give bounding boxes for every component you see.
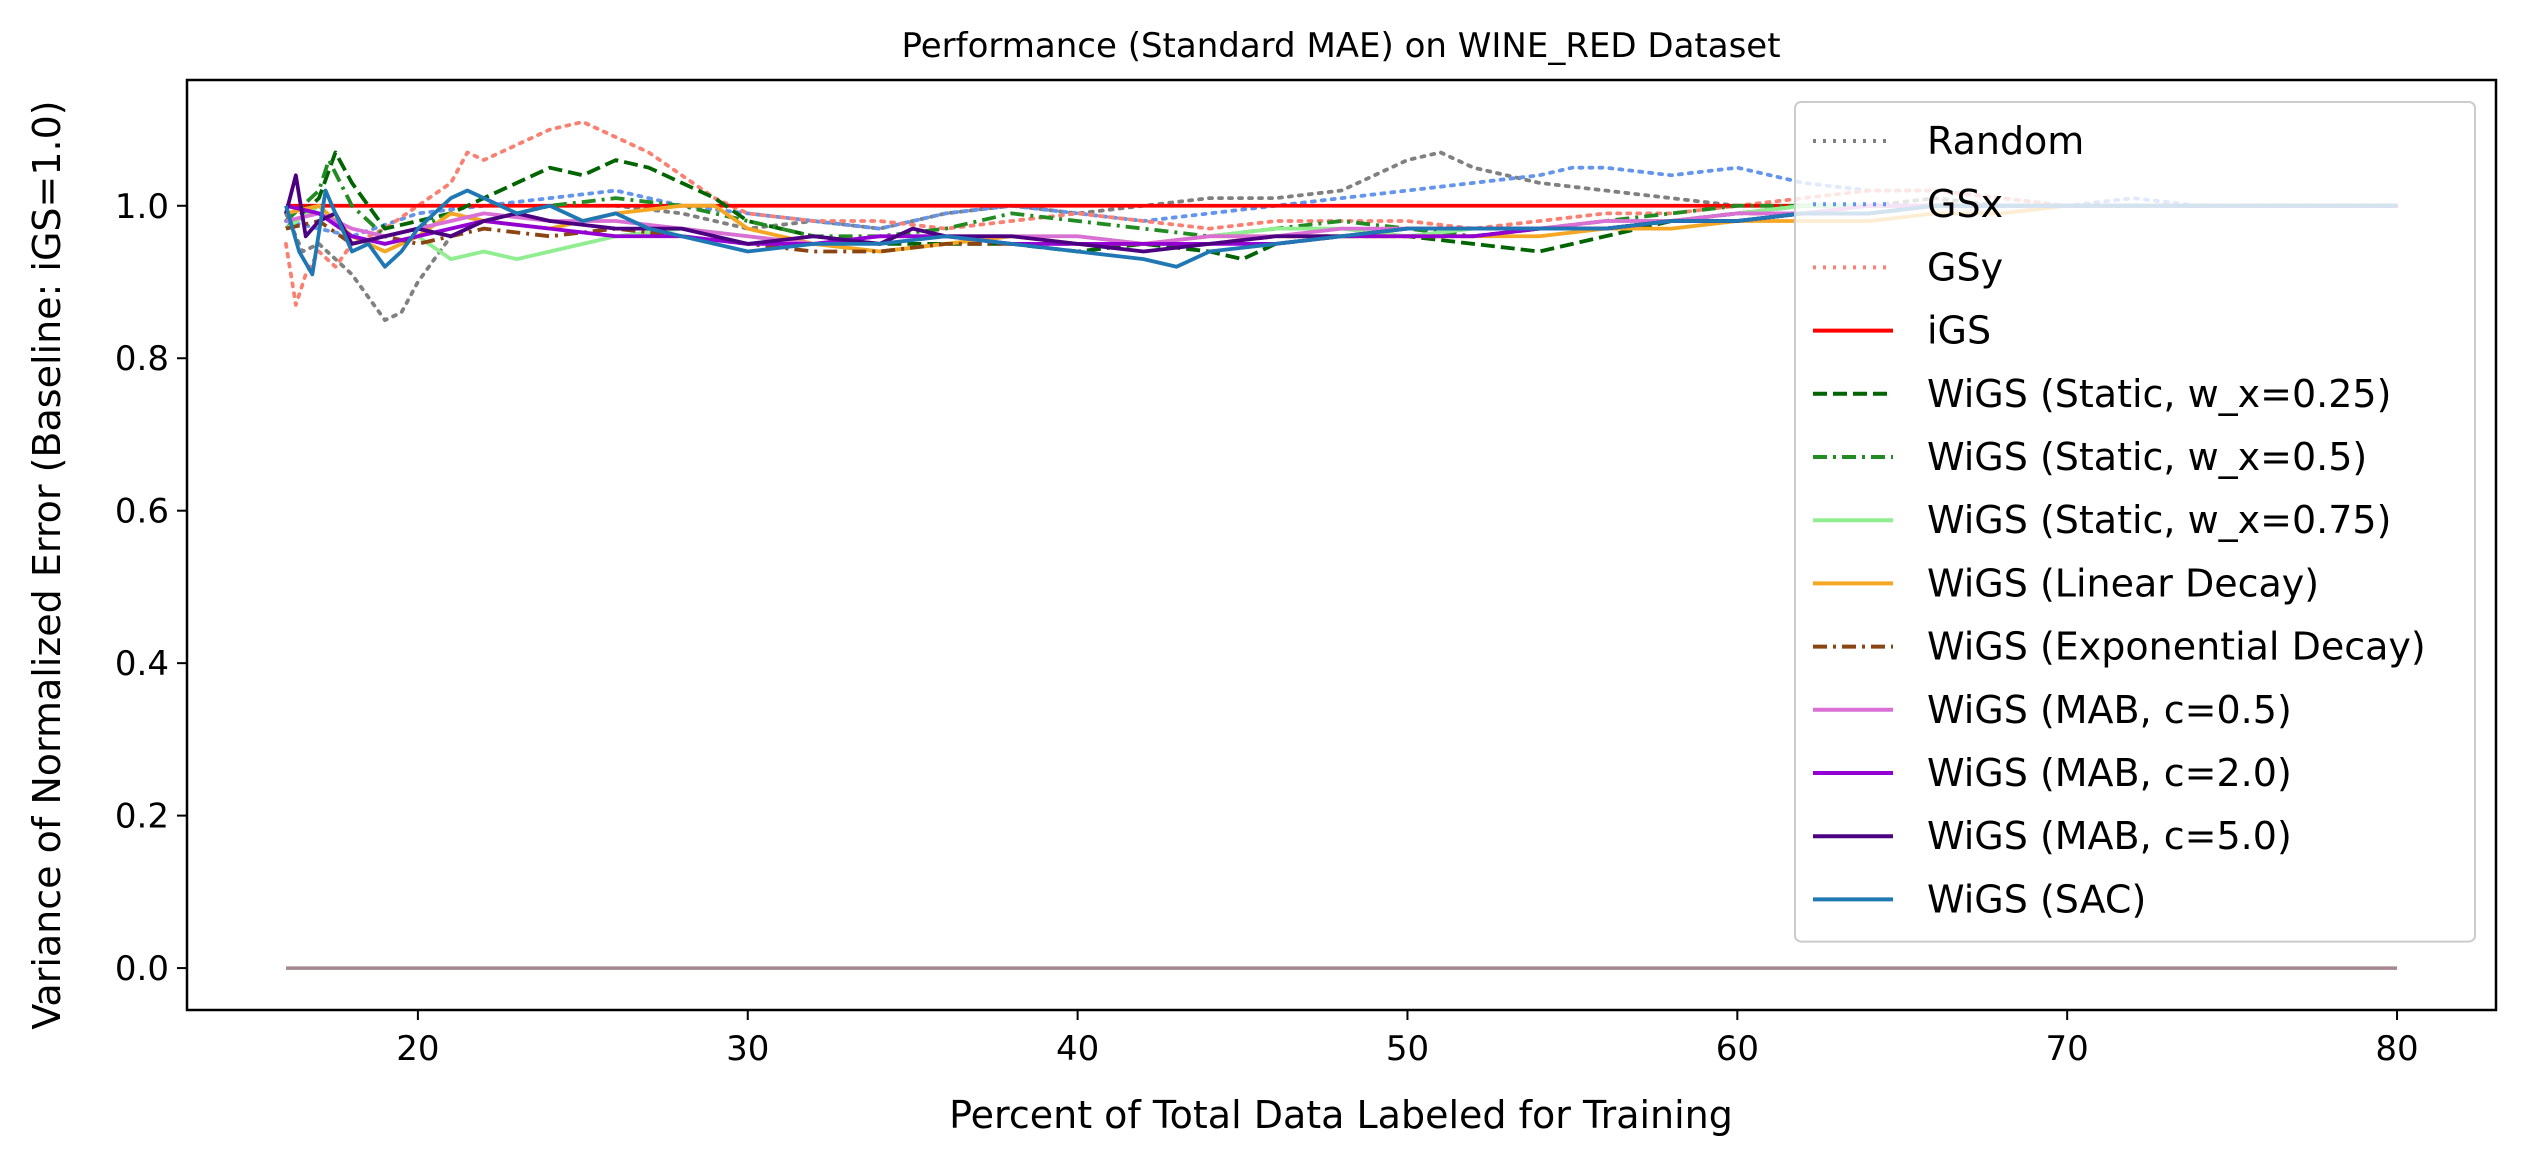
- x-tick-label: 20: [396, 1029, 439, 1069]
- legend-label: GSx: [1927, 182, 2003, 226]
- legend-label: WiGS (Static, w_x=0.5): [1927, 435, 2367, 479]
- y-tick-label: 0.8: [115, 339, 169, 379]
- x-tick-label: 80: [2375, 1029, 2418, 1069]
- x-tick-label: 40: [1056, 1029, 1099, 1069]
- y-axis: 0.0 0.2 0.4 0.6 0.8 1.0: [115, 187, 187, 989]
- chart-title: Performance (Standard MAE) on WINE_RED D…: [901, 26, 1780, 66]
- legend-label: GSy: [1927, 245, 2003, 289]
- legend-label: WiGS (MAB, c=5.0): [1927, 814, 2292, 858]
- legend-box: [1794, 101, 2476, 943]
- legend-label: WiGS (Static, w_x=0.25): [1927, 372, 2391, 416]
- x-tick-label: 50: [1386, 1029, 1429, 1069]
- legend-label: WiGS (MAB, c=2.0): [1927, 751, 2292, 795]
- y-tick-label: 0.2: [115, 797, 169, 837]
- x-tick-label: 30: [726, 1029, 769, 1069]
- x-axis: 20 30 40 50 60 70 80: [396, 1010, 2419, 1069]
- series-line-1: [284, 165, 2399, 239]
- legend-label: WiGS (MAB, c=0.5): [1927, 688, 2292, 732]
- legend-label: WiGS (Linear Decay): [1927, 561, 2319, 605]
- y-tick-label: 1.0: [115, 187, 169, 227]
- y-tick-label: 0.0: [115, 949, 169, 989]
- y-tick-label: 0.4: [115, 644, 169, 684]
- legend-label: Random: [1927, 119, 2084, 163]
- series-line-5: [284, 158, 2398, 239]
- x-tick-label: 60: [1716, 1029, 1759, 1069]
- plot-frame: [185, 78, 2498, 1012]
- x-tick-label: 70: [2046, 1029, 2089, 1069]
- legend-label: WiGS (Static, w_x=0.75): [1927, 498, 2391, 542]
- x-axis-label: Percent of Total Data Labeled for Traini…: [949, 1093, 1733, 1137]
- legend: Random GSx GSy iGS WiGS (Static, w_x=0.25) Wi…: [1794, 101, 2476, 943]
- legend-label: iGS: [1927, 309, 1991, 353]
- y-axis-label: Variance of Normalized Error (Baseline: …: [25, 100, 69, 1029]
- legend-label: WiGS (Exponential Decay): [1927, 625, 2426, 669]
- legend-label: WiGS (SAC): [1927, 877, 2146, 921]
- y-tick-label: 0.6: [115, 492, 169, 532]
